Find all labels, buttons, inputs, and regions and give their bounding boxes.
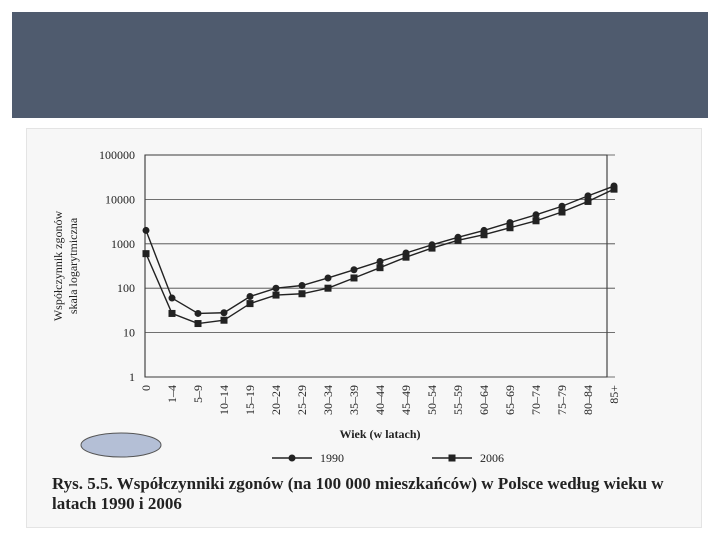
- marker: [376, 257, 384, 265]
- marker: [246, 300, 254, 308]
- marker: [194, 309, 202, 317]
- marker: [142, 250, 150, 258]
- oval-shape: [80, 432, 162, 458]
- x-tick-label: 85+: [607, 385, 621, 404]
- marker: [298, 282, 306, 290]
- caption: Rys. 5.5. Współczynniki zgonów (na 100 0…: [52, 474, 664, 513]
- y-tick-label: 10: [123, 326, 135, 340]
- marker: [350, 274, 358, 282]
- marker: [610, 185, 618, 193]
- x-tick-label: 25–29: [295, 385, 309, 415]
- marker: [168, 294, 176, 302]
- marker: [298, 290, 306, 298]
- x-tick-label: 45–49: [399, 385, 413, 415]
- marker: [142, 226, 150, 234]
- marker: [220, 316, 228, 324]
- marker: [288, 454, 296, 462]
- plot-frame: [144, 154, 608, 378]
- x-tick-label: 75–79: [555, 385, 569, 415]
- x-tick-label: 40–44: [373, 385, 387, 415]
- line: [145, 188, 615, 325]
- y-tick-label: 1000: [111, 237, 135, 251]
- marker: [448, 454, 456, 462]
- x-axis-label: Wiek (w latach): [339, 427, 420, 441]
- x-tick-label: 35–39: [347, 385, 361, 415]
- x-tick-label: 60–64: [477, 385, 491, 415]
- marker: [532, 211, 540, 219]
- x-tick-label: 55–59: [451, 385, 465, 415]
- marker: [194, 320, 202, 328]
- line: [145, 185, 615, 315]
- x-tick-label: 20–24: [269, 385, 283, 415]
- x-tick-label: 80–84: [581, 385, 595, 415]
- y-axis-label: Współczynnik zgonów: [51, 211, 65, 322]
- marker: [402, 253, 410, 261]
- x-tick-label: 10–14: [217, 385, 231, 415]
- y-tick-label: 10000: [105, 192, 135, 206]
- y-tick-label: 1: [129, 370, 135, 384]
- marker: [272, 284, 280, 292]
- marker: [350, 266, 358, 274]
- x-tick-label: 50–54: [425, 385, 439, 415]
- marker: [584, 197, 592, 205]
- marker: [454, 236, 462, 244]
- x-tick-label: 15–19: [243, 385, 257, 415]
- y-tick-label: 100: [117, 281, 135, 295]
- legend-label: 1990: [320, 451, 344, 465]
- marker: [168, 309, 176, 317]
- marker: [220, 309, 228, 317]
- x-tick-label: 5–9: [191, 385, 205, 403]
- x-tick-label: 70–74: [529, 385, 543, 415]
- marker: [376, 264, 384, 272]
- marker: [558, 202, 566, 210]
- header-bar: [12, 12, 708, 118]
- marker: [558, 208, 566, 216]
- x-tick-label: 65–69: [503, 385, 517, 415]
- marker: [428, 244, 436, 252]
- marker: [480, 231, 488, 239]
- marker: [272, 291, 280, 299]
- marker: [584, 192, 592, 200]
- marker: [324, 274, 332, 282]
- marker: [324, 284, 332, 292]
- marker: [246, 293, 254, 301]
- marker: [506, 224, 514, 232]
- x-tick-label: 0: [139, 385, 153, 391]
- y-axis-label: skala logarytmiczna: [66, 217, 80, 314]
- y-tick-label: 100000: [99, 148, 135, 162]
- legend-label: 2006: [480, 451, 504, 465]
- x-tick-label: 30–34: [321, 385, 335, 415]
- marker: [532, 217, 540, 225]
- x-tick-label: 1–4: [165, 385, 179, 403]
